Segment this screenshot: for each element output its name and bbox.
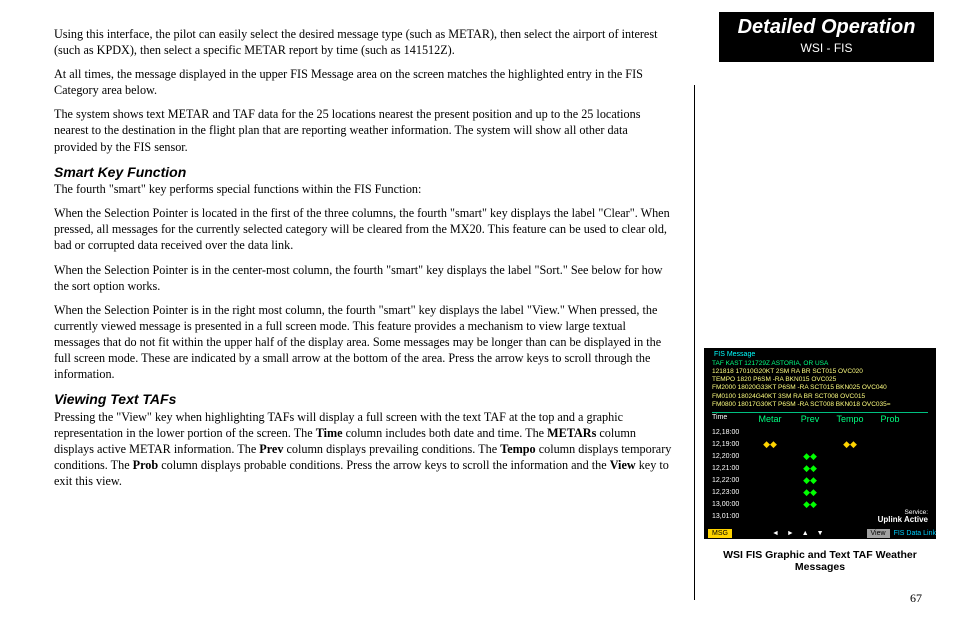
paragraph: When the Selection Pointer is in the cen… <box>54 262 674 294</box>
cell-time: 12,21:00 <box>712 465 750 472</box>
bold-metars: METARs <box>547 426 596 440</box>
col-prev: Prev <box>790 414 830 424</box>
paragraph: Pressing the "View" key when highlightin… <box>54 409 674 489</box>
table-row: 12,22:00 ◆◆ <box>712 474 928 486</box>
table-row: 12,18:00 <box>712 426 928 438</box>
fis-message-text: TAF KAST 121729Z ASTORIA, OR USA 121818 … <box>712 360 928 413</box>
bold-prob: Prob <box>133 458 159 472</box>
cell-prev: ◆◆ <box>790 475 830 486</box>
col-time: Time <box>712 414 750 424</box>
cell-time: 12,23:00 <box>712 489 750 496</box>
table-row: 12,21:00 ◆◆ <box>712 462 928 474</box>
cell-time: 12,18:00 <box>712 429 750 436</box>
text: column displays prevailing conditions. T… <box>283 442 500 456</box>
vertical-divider <box>694 85 695 600</box>
msg-button[interactable]: MSG <box>708 529 732 538</box>
paragraph: Using this interface, the pilot can easi… <box>54 26 674 58</box>
cell-time: 13,00:00 <box>712 501 750 508</box>
body-column: Using this interface, the pilot can easi… <box>54 26 674 497</box>
table-row: 12,23:00 ◆◆ <box>712 486 928 498</box>
uplink-active: Uplink Active <box>878 516 928 525</box>
text: column includes both date and time. The <box>343 426 548 440</box>
bold-view: View <box>610 458 636 472</box>
figure: FIS Message TAF KAST 121729Z ASTORIA, OR… <box>704 348 936 573</box>
table-row: 12,19:00◆◆◆◆ <box>712 438 928 450</box>
bold-prev: Prev <box>259 442 283 456</box>
msg-line: FM0800 18017G30KT P6SM -RA SCT008 BKN018… <box>712 401 928 409</box>
cell-prev: ◆◆ <box>790 451 830 462</box>
paragraph: The fourth "smart" key performs special … <box>54 181 674 197</box>
heading-viewing-tafs: Viewing Text TAFs <box>54 390 674 408</box>
paragraph: The system shows text METAR and TAF data… <box>54 106 674 154</box>
text: column displays probable conditions. Pre… <box>158 458 610 472</box>
page-number: 67 <box>910 591 922 606</box>
cell-prev: ◆◆ <box>790 463 830 474</box>
msg-line: TAF KAST 121729Z ASTORIA, OR USA <box>712 360 928 368</box>
fis-screen: FIS Message TAF KAST 121729Z ASTORIA, OR… <box>704 348 936 539</box>
uplink-status: Service: Uplink Active <box>878 509 928 525</box>
paragraph: When the Selection Pointer is located in… <box>54 205 674 253</box>
button-row: MSG ◄ ► ▲ ▼ View FIS Data Link <box>704 527 936 539</box>
cell-prev: ◆◆ <box>790 499 830 510</box>
paragraph: At all times, the message displayed in t… <box>54 66 674 98</box>
msg-line: FM0100 18024G40KT 3SM RA BR SCT008 OVC01… <box>712 393 928 401</box>
cell-prev: ◆◆ <box>790 487 830 498</box>
header-box: Detailed Operation WSI - FIS <box>719 12 934 62</box>
fis-data-link-label: FIS Data Link <box>894 530 936 537</box>
cell-metar: ◆◆ <box>750 439 790 450</box>
cell-time: 13,01:00 <box>712 513 750 520</box>
cell-tempo: ◆◆ <box>830 439 870 450</box>
col-metar: Metar <box>750 414 790 424</box>
cell-time: 12,19:00 <box>712 441 750 448</box>
figure-caption: WSI FIS Graphic and Text TAF Weather Mes… <box>704 549 936 573</box>
paragraph: When the Selection Pointer is in the rig… <box>54 302 674 382</box>
bold-time: Time <box>316 426 343 440</box>
msg-line: TEMPO 1820 P6SM -RA BKN015 OVC025 <box>712 376 928 384</box>
table-row: 12,20:00 ◆◆ <box>712 450 928 462</box>
fis-rows: 12,18:0012,19:00◆◆◆◆12,20:00◆◆12,21:00◆◆… <box>712 426 928 522</box>
cell-time: 12,20:00 <box>712 453 750 460</box>
heading-smart-key: Smart Key Function <box>54 163 674 181</box>
cell-time: 12,22:00 <box>712 477 750 484</box>
page-subtitle: WSI - FIS <box>719 41 934 55</box>
msg-line: 121818 17010G20KT 2SM RA BR SCT015 OVC02… <box>712 368 928 376</box>
view-button[interactable]: View <box>867 529 890 538</box>
page-title: Detailed Operation <box>719 16 934 39</box>
arrow-icons[interactable]: ◄ ► ▲ ▼ <box>772 530 827 537</box>
column-headers: Time Metar Prev Tempo Prob <box>712 414 928 424</box>
fis-message-label: FIS Message <box>714 351 755 358</box>
col-tempo: Tempo <box>830 414 870 424</box>
bold-tempo: Tempo <box>500 442 535 456</box>
msg-line: FM2000 18020G33KT P6SM -RA SCT015 BKN025… <box>712 384 928 392</box>
col-prob: Prob <box>870 414 910 424</box>
